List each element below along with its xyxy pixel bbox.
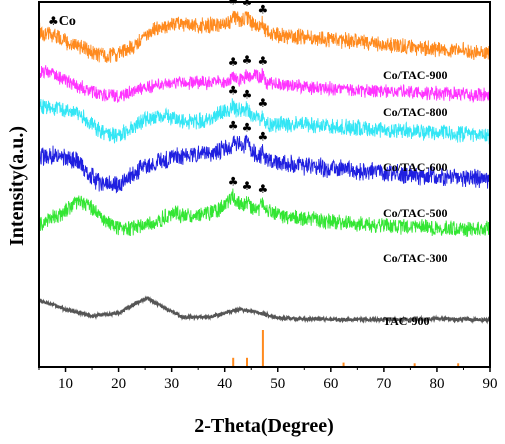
x-tick-label: 60 bbox=[323, 376, 338, 392]
co-peak-marker: ♣ bbox=[228, 0, 239, 7]
series-line-co-tac-900 bbox=[38, 10, 491, 63]
marker-legend: ♣Co bbox=[48, 14, 76, 29]
x-tick-label: 90 bbox=[483, 376, 498, 392]
marker-legend-symbol: ♣ bbox=[48, 14, 59, 28]
co-peak-marker: ♣ bbox=[258, 182, 269, 196]
series-line-co-tac-500 bbox=[38, 134, 491, 194]
co-peak-marker: ♣ bbox=[242, 179, 253, 193]
co-peak-marker: ♣ bbox=[258, 96, 269, 110]
x-tick-label: 20 bbox=[111, 376, 126, 392]
co-peak-marker: ♣ bbox=[242, 53, 253, 67]
series-label-co-tac-300: Co/TAC-300 bbox=[383, 251, 447, 265]
x-tick-label: 70 bbox=[376, 376, 391, 392]
co-peak-marker: ♣ bbox=[228, 119, 239, 133]
co-peak-marker: ♣ bbox=[258, 54, 269, 68]
x-tick-label: 10 bbox=[58, 376, 73, 392]
x-axis-title: 2-Theta(Degree) bbox=[194, 415, 334, 437]
reference-sticks bbox=[232, 330, 460, 367]
x-tick-label: 40 bbox=[217, 376, 232, 392]
co-peak-marker: ♣ bbox=[258, 130, 269, 144]
series-line-co-tac-600 bbox=[38, 98, 491, 145]
series-labels: ♣ ♣♣Co/TAC-900♣ ♣ ♣Co/TAC-800♣ ♣♣Co/TAC-600♣… bbox=[228, 0, 448, 328]
series-label-co-tac-600: Co/TAC-600 bbox=[383, 160, 447, 174]
series-label-co-tac-500: Co/TAC-500 bbox=[383, 206, 447, 220]
series-label-co-tac-900: Co/TAC-900 bbox=[383, 68, 447, 82]
co-peak-marker: ♣ bbox=[228, 55, 239, 69]
series-layer bbox=[38, 10, 491, 325]
co-peak-marker: ♣ bbox=[242, 87, 253, 101]
plot-frame bbox=[38, 1, 491, 368]
x-tick-label: 50 bbox=[270, 376, 285, 392]
series-line-co-tac-300 bbox=[38, 188, 491, 237]
x-tick-label: 80 bbox=[429, 376, 444, 392]
series-line-tac-900 bbox=[38, 295, 491, 325]
co-peak-marker: ♣ bbox=[242, 0, 253, 9]
co-peak-marker: ♣ bbox=[228, 175, 239, 189]
co-peak-marker: ♣ bbox=[228, 83, 239, 97]
y-axis-title: Intensity(a.u.) bbox=[6, 126, 28, 246]
co-peak-marker: ♣ bbox=[242, 121, 253, 135]
series-line-co-tac-800 bbox=[38, 65, 491, 104]
x-tick-label: 30 bbox=[164, 376, 179, 392]
series-label-tac-900: TAC-900 bbox=[383, 314, 429, 328]
co-peak-marker: ♣ bbox=[258, 3, 269, 17]
series-label-co-tac-800: Co/TAC-800 bbox=[383, 105, 447, 119]
x-axis: 10 20 30 40 50 60 70 80 90 bbox=[38, 367, 498, 392]
marker-legend-label: Co bbox=[59, 14, 76, 29]
